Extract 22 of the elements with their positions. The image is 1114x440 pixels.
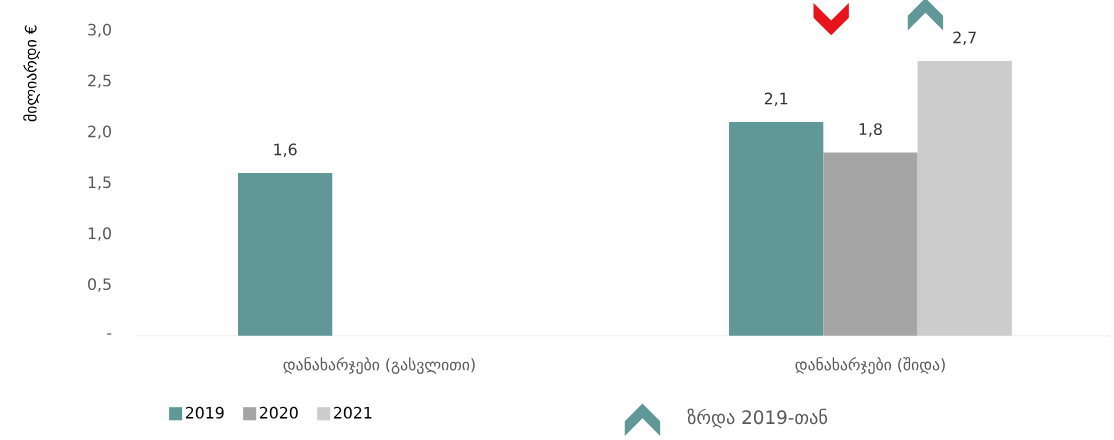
y-axis-title: მილიარდი € [23,25,41,122]
legend-label: 2021 [333,406,372,419]
y-tick-label: 1,0 [88,227,111,241]
y-tick-label: 2,5 [88,74,111,89]
y-tick-label: - [107,333,112,335]
y-tick-label: 0,5 [88,278,111,292]
bar [917,60,1012,336]
y-tick-label: 1,5 [88,176,111,190]
bar [238,172,333,336]
legend-label: 2020 [259,406,298,419]
bar [729,122,824,336]
legend-label: 2019 [185,406,224,419]
text: ზრდა 2019-თან [687,408,828,429]
data-label: 2,7 [953,31,976,46]
data-label: 1,8 [859,123,882,137]
y-tick-label: 3,0 [88,23,111,38]
x-tick-label: დანახარჯები (შიდა) [795,357,945,374]
x-tick-label: დანახარჯები (გასვლითი) [283,357,475,374]
y-tick-label: 2,0 [88,125,111,139]
data-label: 1,6 [274,143,297,158]
bar [823,152,918,336]
data-label: 2,1 [764,92,788,107]
